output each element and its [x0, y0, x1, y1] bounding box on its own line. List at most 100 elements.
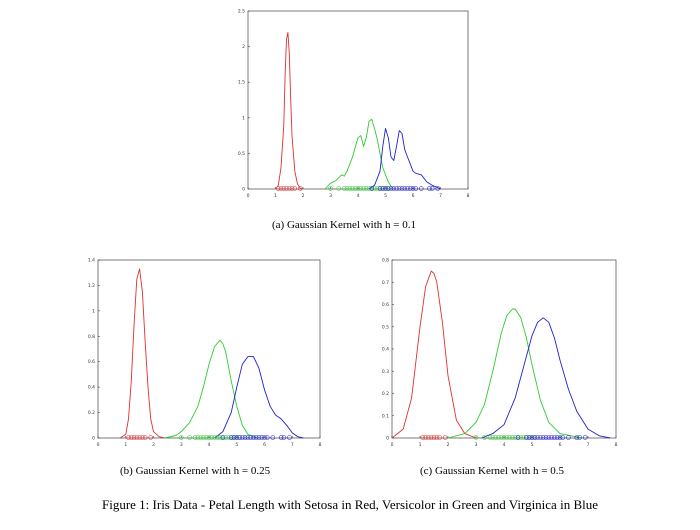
- rug-point: [501, 435, 507, 440]
- y-tick-label: 0.1: [382, 413, 389, 419]
- rug-point: [418, 186, 424, 191]
- rug-point: [366, 186, 372, 191]
- rug-point: [212, 435, 217, 440]
- x-tick-label: 6: [412, 193, 415, 199]
- y-tick-label: 0.5: [382, 324, 389, 330]
- rug-point: [442, 435, 448, 440]
- rug-point: [223, 435, 228, 440]
- rug-point: [140, 435, 145, 440]
- rug-point: [435, 186, 441, 191]
- rug-point: [552, 435, 557, 440]
- rug-point: [504, 435, 510, 440]
- rug-point: [498, 435, 504, 440]
- subfigure-b: 0 1 2 3 4 5 6 7 8 0 0.2 0.4 0.6 0.8 1 1.2 1.4 (b) Gaussi…: [82, 255, 332, 485]
- rug-point: [410, 186, 416, 191]
- rug-point: [297, 186, 303, 191]
- plot-frame: [97, 259, 321, 439]
- rug-point: [493, 435, 498, 440]
- rug-point: [198, 435, 203, 440]
- rug-point: [487, 435, 493, 440]
- rug-point: [496, 435, 501, 440]
- rug-point: [209, 435, 215, 440]
- rug-point: [281, 435, 287, 440]
- rug-point: [237, 435, 242, 440]
- rug-point: [275, 186, 281, 191]
- rug-point: [178, 435, 184, 440]
- series-line-setosa: [391, 270, 477, 439]
- rug-point: [355, 186, 361, 191]
- rug-point: [287, 435, 292, 440]
- rug-point: [344, 186, 350, 191]
- series-line-virginica: [214, 356, 304, 439]
- chart-a: 0 1 2 3 4 5 6 7 8 0 0.5 1 1.5 2 2.5: [238, 9, 470, 200]
- y-tick-label: 1.5: [238, 80, 245, 86]
- rug-point: [286, 186, 292, 191]
- rug-point: [195, 435, 201, 440]
- rug-point: [126, 435, 131, 440]
- rug-point: [217, 435, 223, 440]
- rug-point: [399, 186, 405, 191]
- rug-point: [420, 435, 426, 440]
- x-tick-label: 0: [391, 442, 394, 448]
- rug-point: [426, 435, 431, 440]
- y-tick-label: 0: [92, 436, 95, 442]
- rug-point: [240, 435, 245, 440]
- rug-point: [350, 186, 355, 191]
- x-tick-label: 2: [152, 442, 155, 448]
- rug-point: [251, 435, 256, 440]
- x-tick-label: 4: [503, 442, 506, 448]
- y-tick-label: 0.6: [382, 302, 389, 308]
- y-tick-label: 2.5: [238, 9, 245, 15]
- rug-point: [248, 435, 253, 440]
- rug-point: [220, 435, 226, 440]
- rug-point: [226, 435, 231, 440]
- y-tick-label: 0.4: [88, 385, 95, 391]
- x-tick-label: 8: [467, 193, 470, 199]
- chart-b: 0 1 2 3 4 5 6 7 8 0 0.2 0.4 0.6 0.8 1 1.2 1.4: [88, 258, 322, 449]
- rug-point: [142, 435, 148, 440]
- x-tick-label: 4: [357, 193, 360, 199]
- series-line-setosa: [119, 268, 165, 439]
- rug-point: [482, 435, 487, 440]
- rug-point: [201, 435, 206, 440]
- y-tick-label: 0: [386, 436, 389, 442]
- rug-point: [407, 186, 413, 191]
- rug-point: [284, 186, 289, 191]
- y-tick-label: 0.3: [382, 369, 389, 375]
- x-tick-label: 7: [439, 193, 442, 199]
- x-tick-label: 0: [97, 442, 100, 448]
- rug-point: [535, 435, 540, 440]
- rug-point: [405, 186, 410, 191]
- subfigure-a: 0 1 2 3 4 5 6 7 8 0 0.5 1 1.5 2 2.5 (a) Gaussian Kerne…: [228, 6, 478, 232]
- rug-point: [507, 435, 512, 440]
- x-tick-label: 1: [274, 193, 277, 199]
- x-tick-label: 6: [559, 442, 562, 448]
- rug-point: [231, 435, 237, 440]
- y-tick-label: 1.4: [88, 258, 95, 264]
- rug-point: [388, 186, 394, 191]
- rug-point: [134, 435, 140, 440]
- rug-point: [328, 186, 333, 191]
- x-tick-label: 3: [180, 442, 183, 448]
- series-line-versicolor: [324, 118, 395, 190]
- rug-point: [270, 435, 276, 440]
- rug-point: [262, 435, 267, 440]
- rug-point: [546, 435, 552, 440]
- rug-point: [473, 435, 479, 440]
- y-tick-label: 1: [92, 308, 95, 314]
- rug-point: [427, 186, 432, 191]
- rug-point: [549, 435, 554, 440]
- rug-point: [292, 186, 298, 191]
- x-tick-label: 6: [263, 442, 266, 448]
- rug-point: [131, 435, 137, 440]
- rug-point: [289, 186, 295, 191]
- rug-point: [429, 186, 435, 191]
- rug-point: [206, 435, 212, 440]
- rug-point: [259, 435, 265, 440]
- rug-point: [554, 435, 560, 440]
- rug-point: [347, 186, 353, 191]
- rug-point: [228, 435, 234, 440]
- rug-point: [215, 435, 220, 440]
- y-tick-label: 0: [242, 187, 245, 193]
- x-tick-label: 5: [384, 193, 387, 199]
